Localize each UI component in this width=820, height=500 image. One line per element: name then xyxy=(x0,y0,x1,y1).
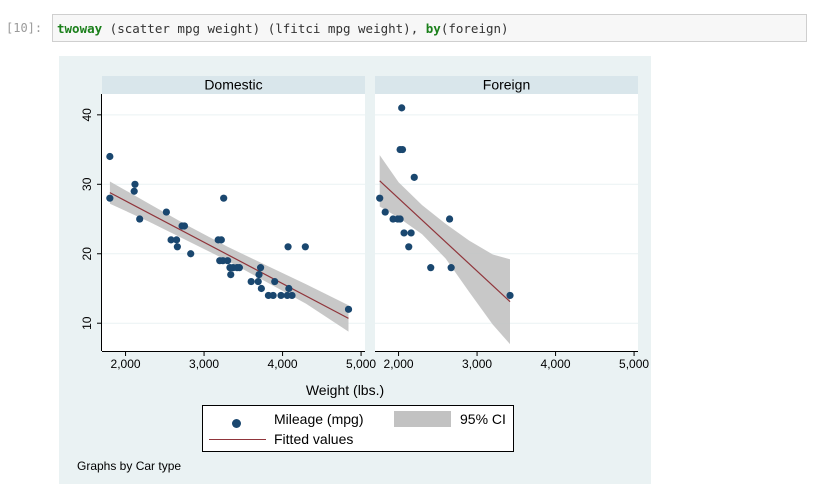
data-point xyxy=(271,277,279,286)
data-point xyxy=(173,243,181,251)
data-point xyxy=(447,264,455,272)
data-point xyxy=(301,243,309,251)
by-note: Graphs by Car type xyxy=(77,459,182,473)
data-point xyxy=(407,229,415,237)
code-cell-input[interactable]: twoway (scatter mpg weight) (lfitci mpg … xyxy=(52,14,807,42)
legend-label-band: 95% CI xyxy=(460,411,506,427)
y-tick-label: 20 xyxy=(80,247,94,261)
data-point xyxy=(269,291,277,300)
data-point xyxy=(217,236,225,244)
panel-title: Domestic xyxy=(204,77,262,93)
y-tick-label: 30 xyxy=(80,177,94,191)
data-point xyxy=(256,264,265,272)
data-point xyxy=(172,236,181,244)
data-point xyxy=(405,243,413,251)
data-point xyxy=(381,208,389,216)
data-point xyxy=(106,194,114,202)
x-tick-label: 4,000 xyxy=(268,357,298,371)
data-point xyxy=(167,236,175,244)
data-point xyxy=(257,284,265,293)
panel-foreign: Foreign 2,000 3,000 4,000 5,000 xyxy=(375,76,649,371)
y-tick-label: 40 xyxy=(80,108,94,122)
x-tick-label: 5,000 xyxy=(346,357,376,371)
data-point xyxy=(131,180,139,188)
panel-header xyxy=(102,76,365,94)
legend-marker-swatch xyxy=(232,419,241,428)
data-point xyxy=(277,291,285,300)
data-point xyxy=(398,145,407,154)
data-point xyxy=(136,215,144,223)
x-axis-label: Weight (lbs.) xyxy=(306,382,384,398)
data-point xyxy=(506,291,514,300)
data-point xyxy=(224,257,232,265)
data-point xyxy=(284,243,292,251)
data-point xyxy=(106,152,114,161)
data-point xyxy=(220,194,228,202)
data-point xyxy=(255,270,263,279)
data-point xyxy=(410,173,418,181)
x-tick-label: 2,000 xyxy=(111,357,141,371)
code-token: (foreign) xyxy=(440,21,509,36)
by-panel-scatter-chart: Domestic 2,000 3,000 4,000 5,000 10 20 30 40 Fore… xyxy=(80,76,649,398)
data-point xyxy=(445,215,454,223)
panel-domestic: Domestic 2,000 3,000 4,000 5,000 10 20 30 40 xyxy=(80,76,376,371)
legend-label-marker: Mileage (mpg) xyxy=(274,411,364,427)
x-tick-label: 3,000 xyxy=(189,357,219,371)
data-point xyxy=(187,250,195,258)
ci-band xyxy=(379,155,510,345)
cell-prompt: [10]: xyxy=(6,21,43,35)
fit-line xyxy=(379,180,511,303)
data-point xyxy=(180,222,189,230)
data-point xyxy=(254,277,262,286)
legend-band-swatch xyxy=(394,411,451,427)
data-point xyxy=(396,215,404,223)
code-token: twoway xyxy=(57,21,103,36)
data-point xyxy=(285,284,293,293)
legend-line-swatch xyxy=(209,439,266,440)
data-point xyxy=(344,305,353,313)
data-point xyxy=(376,194,384,202)
panel-header xyxy=(375,76,638,94)
data-point xyxy=(398,104,406,112)
code-token: by xyxy=(425,21,441,36)
legend-label-line: Fitted values xyxy=(274,431,354,447)
data-point xyxy=(235,264,243,272)
data-point xyxy=(400,229,408,237)
x-tick-label: 5,000 xyxy=(619,357,649,371)
data-point xyxy=(247,277,255,286)
x-tick-label: 3,000 xyxy=(462,357,492,371)
data-point xyxy=(227,270,235,279)
code-text: twoway (scatter mpg weight) (lfitci mpg … xyxy=(57,21,509,36)
panel-title: Foreign xyxy=(483,77,530,93)
chart-legend: Mileage (mpg) 95% CI Fitted values xyxy=(202,405,514,452)
code-token: (scatter mpg weight) (lfitci mpg weight)… xyxy=(102,21,426,36)
data-point xyxy=(427,264,435,272)
cell-output: Domestic 2,000 3,000 4,000 5,000 10 20 30 40 Fore… xyxy=(59,56,651,484)
x-tick-label: 4,000 xyxy=(541,357,571,371)
data-point xyxy=(162,208,170,216)
data-point xyxy=(130,187,138,195)
fit-line xyxy=(109,192,349,319)
x-tick-label: 2,000 xyxy=(384,357,414,371)
data-point xyxy=(288,291,296,300)
y-tick-label: 10 xyxy=(80,316,94,330)
